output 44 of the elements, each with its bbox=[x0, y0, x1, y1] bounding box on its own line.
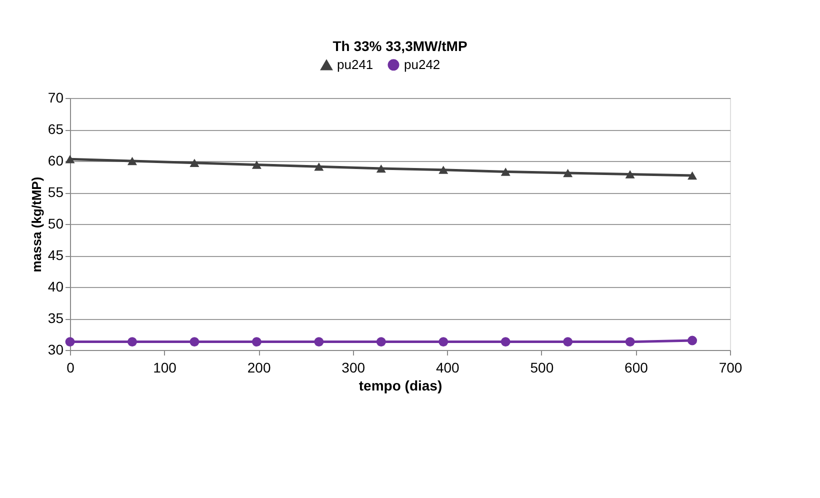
x-tick-label: 500 bbox=[530, 360, 554, 376]
point bbox=[65, 155, 75, 164]
x-tick-label: 400 bbox=[436, 360, 460, 376]
point bbox=[190, 158, 200, 167]
point bbox=[127, 337, 137, 347]
point bbox=[625, 170, 635, 178]
legend-label: pu241 bbox=[337, 57, 374, 72]
y-tick-label: 35 bbox=[48, 310, 64, 326]
point bbox=[314, 337, 324, 347]
point bbox=[252, 337, 262, 347]
x-tick-label: 300 bbox=[342, 360, 366, 376]
point bbox=[563, 168, 573, 178]
x-tick-label: 600 bbox=[624, 360, 648, 376]
x-axis-title: tempo (dias) bbox=[358, 378, 442, 394]
x-tick-label: 100 bbox=[153, 360, 177, 376]
point bbox=[376, 337, 386, 347]
point bbox=[500, 168, 510, 176]
point bbox=[438, 337, 448, 347]
point bbox=[563, 337, 573, 347]
x-tick-label: 700 bbox=[718, 360, 742, 376]
y-tick-label: 45 bbox=[48, 247, 64, 263]
point bbox=[688, 171, 698, 180]
y-tick-label: 30 bbox=[48, 342, 64, 358]
point bbox=[625, 337, 635, 347]
point bbox=[688, 336, 698, 346]
point bbox=[190, 337, 200, 347]
point bbox=[438, 166, 448, 174]
x-tick-label: 0 bbox=[66, 360, 75, 376]
point bbox=[500, 337, 510, 347]
y-tick-label: 60 bbox=[48, 152, 64, 168]
y-tick-label: 40 bbox=[48, 278, 64, 294]
point bbox=[314, 162, 324, 171]
point bbox=[65, 337, 75, 347]
y-tick-label: 65 bbox=[48, 121, 64, 137]
x-tick-label: 200 bbox=[247, 360, 271, 376]
legend-label: pu242 bbox=[404, 56, 440, 72]
y-tick-label: 70 bbox=[48, 90, 64, 106]
point bbox=[376, 164, 386, 173]
point bbox=[127, 156, 137, 166]
point bbox=[252, 160, 262, 169]
y-tick-label: 55 bbox=[48, 184, 64, 200]
y-axis-title: massa (kg/tMP) bbox=[28, 176, 44, 272]
y-tick-label: 50 bbox=[48, 216, 64, 232]
chart-title: Th 33% 33,3MW/tMP bbox=[332, 38, 468, 54]
